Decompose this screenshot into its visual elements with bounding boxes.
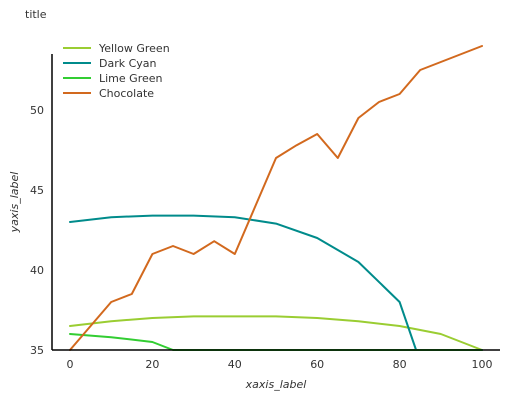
y-tick-label: 45: [30, 184, 44, 197]
x-tick-labels: 0 20 40 60 80 100: [67, 358, 493, 371]
x-tick-label: 20: [145, 358, 159, 371]
x-tick-label: 100: [472, 358, 493, 371]
y-axis-title: yaxis_label: [8, 172, 21, 234]
y-tick-labels: 35 40 45 50: [30, 104, 44, 357]
legend-label-dark-cyan: Dark Cyan: [99, 57, 157, 70]
x-tick-label: 80: [393, 358, 407, 371]
legend: Yellow Green Dark Cyan Lime Green Chocolate: [63, 42, 170, 100]
legend-label-lime-green: Lime Green: [99, 72, 163, 85]
x-tick-label: 60: [310, 358, 324, 371]
series-line-chocolate: [69, 45, 483, 351]
legend-label-yellow-green: Yellow Green: [98, 42, 170, 55]
y-tick-label: 40: [30, 264, 44, 277]
series-line-lime-green: [69, 333, 483, 351]
x-tick-label: 40: [228, 358, 242, 371]
x-tick-label: 0: [67, 358, 74, 371]
x-axis-title: xaxis_label: [245, 378, 307, 391]
series-line-yellow-green: [69, 315, 483, 351]
y-tick-label: 35: [30, 344, 44, 357]
y-tick-label: 50: [30, 104, 44, 117]
chart-title: title: [25, 8, 47, 21]
legend-label-chocolate: Chocolate: [99, 87, 154, 100]
